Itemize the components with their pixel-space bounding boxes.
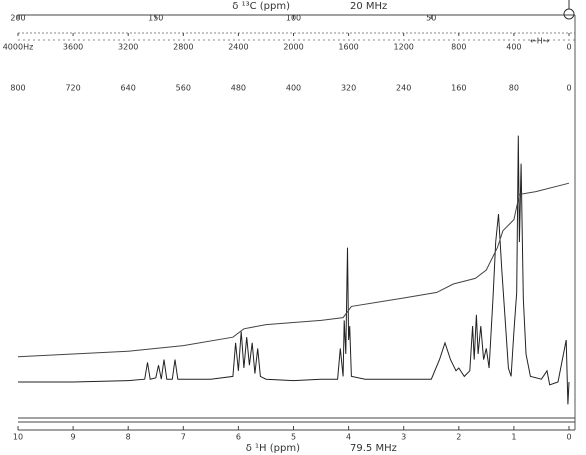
hz-tick-label: 0 bbox=[566, 43, 571, 52]
top-axis-freq: 20 MHz bbox=[350, 1, 387, 12]
x-tick-label: 9 bbox=[71, 433, 76, 442]
x-axis-label: δ ¹H (ppm) bbox=[246, 443, 300, 454]
integral-line bbox=[17, 182, 570, 358]
x-tick-label: 4 bbox=[346, 433, 351, 442]
hz2-tick-label: 80 bbox=[509, 84, 519, 93]
hz2-tick-label: 800 bbox=[10, 84, 25, 93]
hz2-tick-label: 0 bbox=[566, 84, 571, 93]
reference-marker bbox=[563, 8, 575, 20]
hz-tick-label: 3200 bbox=[118, 43, 138, 52]
hz-tick-label: 1200 bbox=[394, 43, 414, 52]
hz2-tick-label: 640 bbox=[121, 84, 136, 93]
spectrum-line bbox=[18, 135, 570, 405]
x-axis-freq: 79.5 MHz bbox=[350, 443, 397, 454]
hz2-tick-label: 240 bbox=[396, 84, 411, 93]
hz-tick-label: 1600 bbox=[338, 43, 358, 52]
hz-tick-label: 2000 bbox=[283, 43, 303, 52]
hz-tick-label: 2400 bbox=[228, 43, 248, 52]
x-tick-label: 7 bbox=[181, 433, 186, 442]
hz2-tick-label: 720 bbox=[65, 84, 80, 93]
hz2-tick-label: 400 bbox=[286, 84, 301, 93]
x-tick-label: 8 bbox=[126, 433, 131, 442]
x-tick-label: 5 bbox=[291, 433, 296, 442]
sweep-marker: ←H→ bbox=[530, 37, 550, 46]
hz2-tick-label: 560 bbox=[176, 84, 191, 93]
hz2-tick-label: 480 bbox=[231, 84, 246, 93]
x-tick-label: 3 bbox=[401, 433, 406, 442]
hz2-tick-label: 320 bbox=[341, 84, 356, 93]
top-axis-label: δ ¹³C (ppm) bbox=[232, 1, 290, 12]
hz-tick-label: 2800 bbox=[173, 43, 193, 52]
hz-tick-label: 4000Hz bbox=[3, 43, 34, 52]
hz-tick-label: 800 bbox=[451, 43, 466, 52]
hz-tick-label: 3600 bbox=[63, 43, 83, 52]
x-tick-label: 0 bbox=[566, 433, 571, 442]
x-tick-label: 6 bbox=[236, 433, 241, 442]
hz2-tick-label: 160 bbox=[451, 84, 466, 93]
hz-tick-label: 400 bbox=[506, 43, 521, 52]
x-tick-label: 1 bbox=[511, 433, 516, 442]
x-tick-label: 10 bbox=[13, 433, 23, 442]
x-tick-label: 2 bbox=[456, 433, 461, 442]
